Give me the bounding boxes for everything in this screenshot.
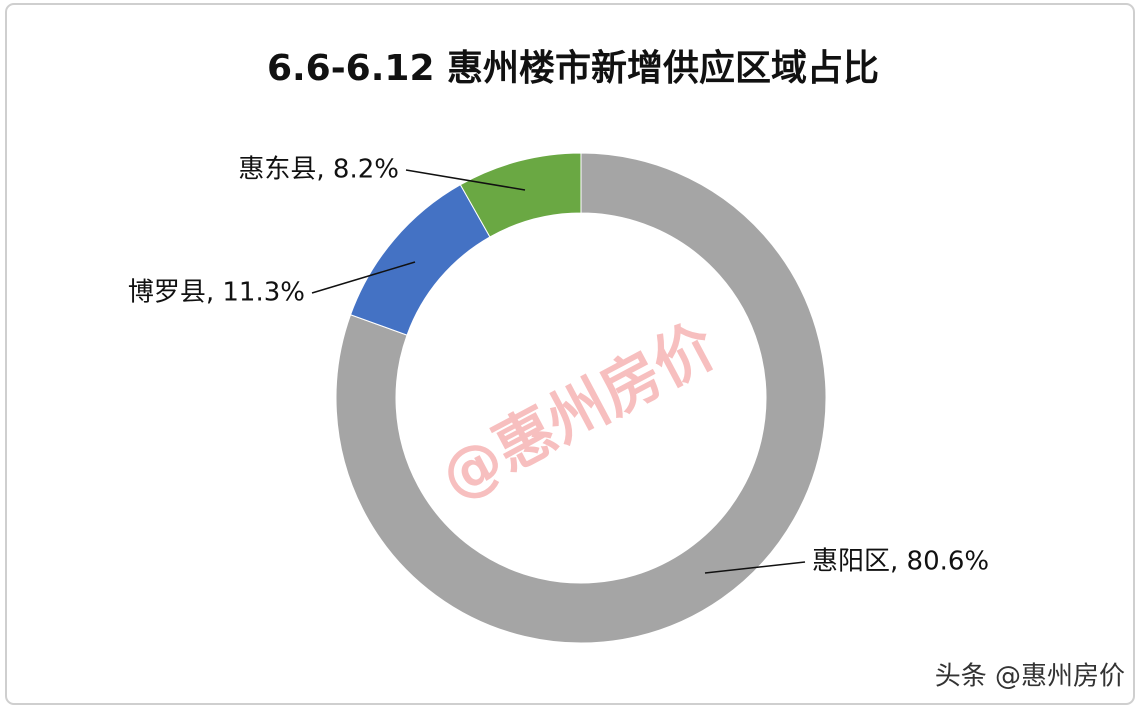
leader-line	[405, 169, 526, 191]
donut-segment	[335, 152, 827, 644]
footer: 头条 @惠州房价	[935, 662, 1125, 692]
data-label: 惠阳区, 80.6%	[812, 547, 989, 577]
leader-line	[311, 261, 416, 294]
donut-segment	[459, 152, 582, 238]
plot-area: 惠阳区, 80.6% 博罗县, 11.3% 惠东县, 8.2%	[128, 152, 989, 644]
data-label: 博罗县, 11.3%	[128, 278, 305, 308]
data-label: 惠东县, 8.2%	[238, 155, 399, 185]
chart-title: 6.6-6.12 惠州楼市新增供应区域占比	[267, 48, 879, 89]
leader-line	[704, 561, 806, 574]
chart-frame	[5, 3, 1135, 705]
